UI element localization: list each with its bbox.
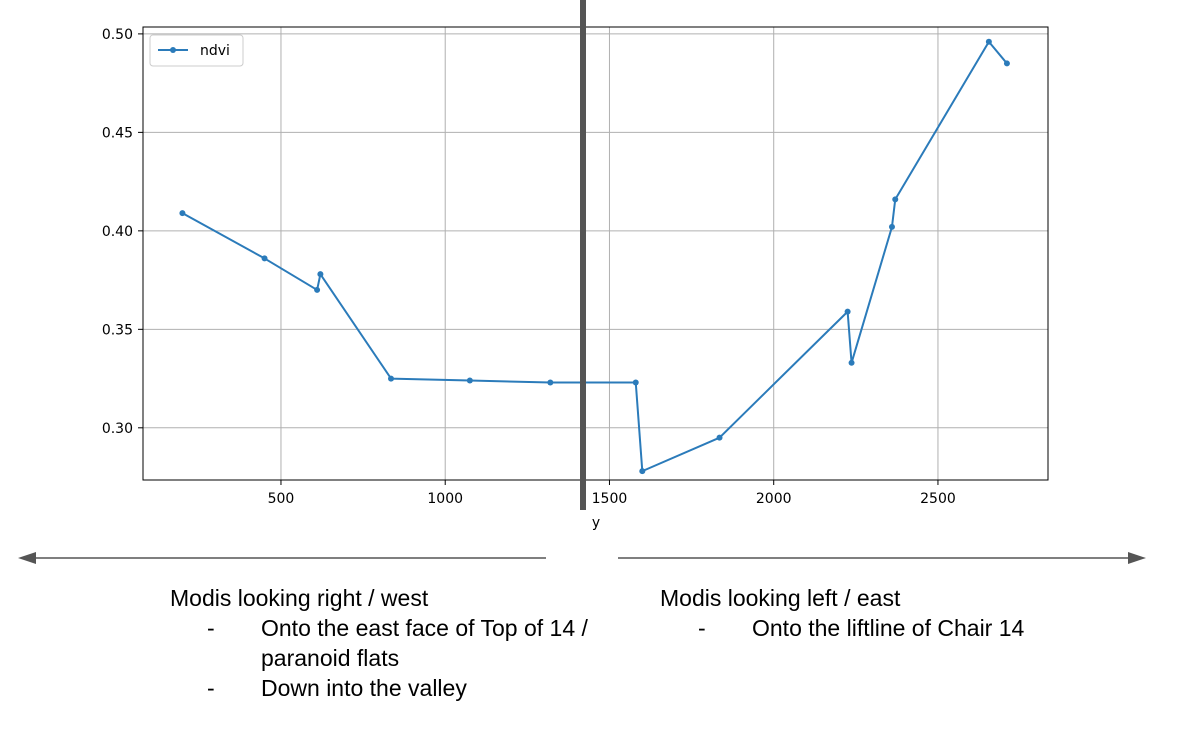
left-arrow-head (18, 552, 36, 564)
axis-ticks: 500 1000 1500 2000 2500 0.30 0.35 0.40 0.45 0.50 (102, 27, 956, 507)
data-point (1003, 60, 1010, 67)
left-annotation-title: Modis looking right / west (170, 585, 429, 611)
data-point (716, 434, 723, 441)
bullet-dash: - (207, 615, 215, 641)
data-point (466, 377, 473, 384)
data-point (179, 210, 186, 217)
x-tick-label: 2000 (756, 491, 792, 507)
data-point (888, 223, 895, 230)
y-tick-label: 0.40 (102, 224, 133, 240)
y-tick-label: 0.50 (102, 27, 133, 43)
left-bullet-1-line-2: paranoid flats (261, 645, 400, 671)
series-ndvi (179, 38, 1010, 475)
y-tick-label: 0.30 (102, 421, 133, 437)
right-annotation-title: Modis looking left / east (660, 585, 901, 611)
data-point (985, 38, 992, 45)
x-tick-label: 1000 (427, 491, 463, 507)
y-tick-label: 0.45 (102, 125, 133, 141)
annotation-overlay (18, 0, 1146, 564)
data-point (892, 196, 899, 203)
x-tick-label: 2500 (920, 491, 956, 507)
right-bullet-1-line-1: Onto the liftline of Chair 14 (752, 615, 1025, 641)
right-arrow (618, 552, 1146, 564)
y-tick-label: 0.35 (102, 322, 133, 338)
legend-label-ndvi: ndvi (200, 43, 230, 59)
bullet-dash: - (207, 675, 215, 701)
plot-frame (142, 26, 1049, 481)
legend-marker-ndvi (170, 47, 176, 53)
bullet-dash: - (698, 615, 706, 641)
x-tick-label: 500 (268, 491, 295, 507)
right-arrow-head (1128, 552, 1146, 564)
x-axis-label: y (592, 515, 600, 531)
data-point (317, 271, 324, 278)
data-point (388, 375, 395, 382)
legend-box (149, 34, 244, 67)
left-bullet-1-line-1: Onto the east face of Top of 14 / (261, 615, 588, 641)
left-bullet-2-line-1: Down into the valley (261, 675, 467, 701)
data-point (261, 255, 268, 262)
grid-lines (143, 27, 1048, 480)
data-point (547, 379, 554, 386)
data-point (632, 379, 639, 386)
data-point (848, 359, 855, 366)
left-arrow (18, 552, 546, 564)
series-line-ndvi (181, 40, 1008, 473)
data-point (314, 286, 321, 293)
data-point (844, 308, 851, 315)
x-tick-label: 1500 (592, 491, 628, 507)
data-point (639, 468, 646, 475)
legend: ndvi (149, 34, 244, 67)
